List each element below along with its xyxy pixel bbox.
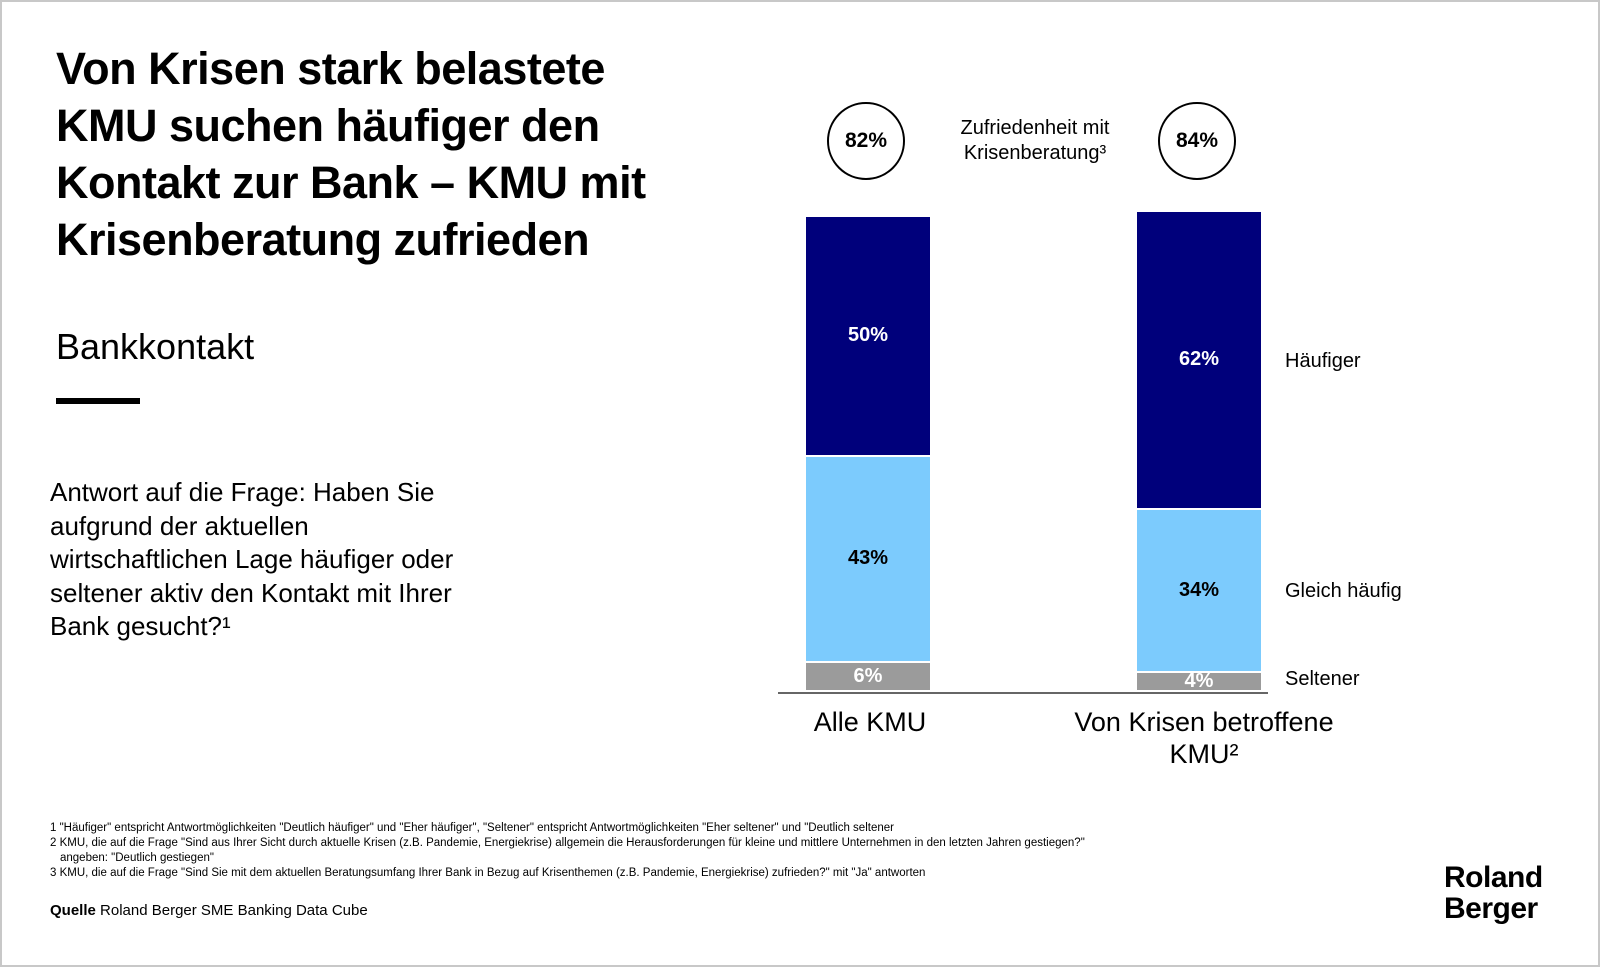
source-text: Roland Berger SME Banking Data Cube bbox=[100, 902, 368, 919]
chart-baseline bbox=[778, 692, 1268, 694]
legend-seltener: Seltener bbox=[1285, 668, 1360, 690]
data-label: 43% bbox=[847, 547, 889, 570]
data-label: 34% bbox=[1178, 578, 1220, 601]
survey-question: Antwort auf die Frage: Haben Sie aufgrun… bbox=[50, 477, 454, 641]
footnotes: 1 "Häufiger" entspricht Antwortmöglichke… bbox=[50, 821, 1130, 881]
data-label: 62% bbox=[1178, 348, 1220, 371]
category-label: Von Krisen betroffene KMU² bbox=[1074, 707, 1334, 769]
bar-segment-gleich-haeufig: 34% bbox=[1137, 509, 1261, 671]
bar-segment-haeufiger: 62% bbox=[1137, 212, 1261, 508]
legend-gleich-haeufig: Gleich häufig bbox=[1285, 580, 1402, 602]
roland-berger-logo: Roland Berger bbox=[1444, 862, 1543, 924]
page-title: Von Krisen stark belastete KMU suchen hä… bbox=[56, 43, 646, 265]
bar-segment-gleich-haeufig: 43% bbox=[806, 456, 930, 662]
source-label: Quelle bbox=[50, 902, 96, 919]
footnote: 3 KMU, die auf die Frage "Sind Sie mit d… bbox=[50, 867, 926, 879]
legend-haeufiger: Häufiger bbox=[1285, 350, 1361, 372]
data-label: 4% bbox=[1184, 669, 1214, 692]
bar-segment-seltener: 4% bbox=[1137, 669, 1261, 692]
logo-line: Berger bbox=[1444, 892, 1538, 925]
satisfaction-badge: 84% bbox=[1158, 102, 1236, 180]
title-divider bbox=[56, 398, 140, 404]
category-label: Alle KMU bbox=[813, 707, 927, 737]
source-line: Quelle Roland Berger SME Banking Data Cu… bbox=[50, 902, 368, 919]
bar-segment-haeufiger: 50% bbox=[806, 216, 930, 455]
footnote: 1 "Häufiger" entspricht Antwortmöglichke… bbox=[50, 822, 894, 834]
page-subtitle: Bankkontakt bbox=[56, 326, 255, 367]
data-label: 50% bbox=[847, 324, 889, 347]
satisfaction-label: Zufriedenheit mit Krisenberatung³ bbox=[960, 117, 1110, 164]
satisfaction-badge: 82% bbox=[827, 102, 905, 180]
logo-line: Roland bbox=[1444, 861, 1543, 894]
footnote: 2 KMU, die auf die Frage "Sind aus Ihrer… bbox=[50, 837, 1085, 864]
bar-segment-seltener: 6% bbox=[806, 663, 930, 690]
data-label: 6% bbox=[853, 665, 883, 688]
